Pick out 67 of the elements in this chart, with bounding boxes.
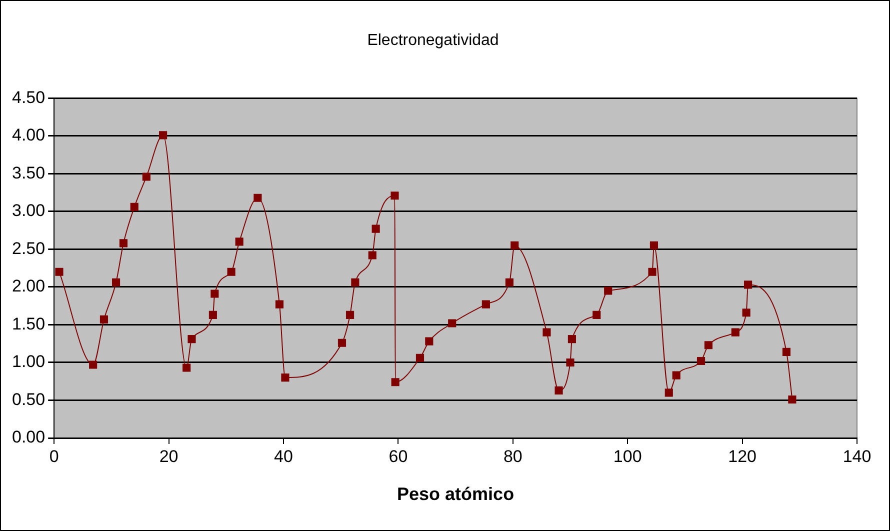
point [208,310,217,319]
point [744,280,752,289]
point [664,388,673,397]
y-tick-label: 0.50 [12,390,46,409]
point [119,239,128,248]
x-tick-label: 0 [49,446,59,466]
y-tick-label: 0.00 [12,428,46,447]
point [55,268,64,276]
point [788,395,796,404]
point [188,335,196,344]
point [782,348,790,356]
point [542,328,551,336]
point [742,308,750,317]
point [650,241,658,250]
point [338,338,346,347]
y-tick-label: 2.00 [12,276,46,296]
point [731,328,740,336]
y-tick-label: 4.00 [12,126,46,145]
point [227,268,236,276]
point [235,238,244,246]
point [425,337,434,346]
x-tick-label: 120 [728,446,756,466]
x-tick-label: 140 [842,446,872,466]
point [210,290,219,298]
y-tick-label: 1.50 [12,314,46,334]
x-tick-label: 20 [159,446,178,466]
point [448,319,456,328]
point [568,335,576,344]
point [416,354,424,362]
point [182,364,191,372]
point [704,341,712,350]
point [159,131,168,140]
chart-title: Electronegatividad [367,32,499,50]
point [254,194,262,202]
point [566,358,574,367]
y-tick-label: 3.00 [12,201,46,220]
point [372,224,380,233]
x-axis-title: Peso atómico [397,484,514,504]
point [351,278,360,286]
point [505,278,514,286]
y-tick-label: 2.50 [12,238,46,258]
point [130,202,138,211]
point [390,192,399,200]
y-tick-label: 3.50 [12,163,46,182]
point [112,278,120,286]
point [510,241,519,250]
y-tick-label: 4.50 [12,88,46,107]
x-tick-label: 100 [613,446,642,466]
point [604,286,612,295]
point [275,300,284,308]
point [346,310,354,319]
point [89,360,98,369]
point [672,371,680,380]
point [482,300,490,308]
point [281,374,290,382]
x-tick-label: 40 [274,446,293,466]
point [696,356,706,366]
point [554,386,563,394]
x-tick-label: 80 [503,446,522,466]
y-tick-label: 1.00 [12,352,46,372]
point [648,268,656,276]
point [391,378,400,386]
x-tick-label: 60 [388,446,408,466]
point [368,251,376,260]
point [592,310,601,319]
point [100,315,108,324]
point [142,172,150,181]
